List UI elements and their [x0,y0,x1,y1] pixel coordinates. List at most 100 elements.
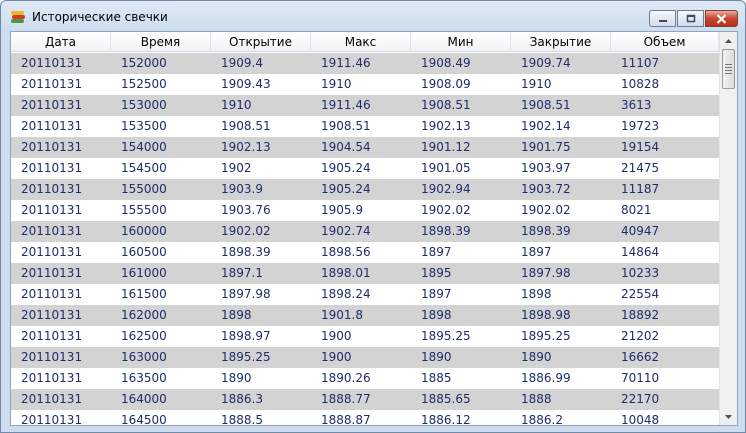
cell-low: 1897 [421,287,452,301]
cell-volume: 16662 [621,350,660,364]
table-row[interactable]: 20110131 163000 1895.25 1900 1890 1890 16662 [11,347,719,368]
cell-volume: 21202 [621,329,660,343]
table-row[interactable]: 20110131 162000 1898 1901.8 1898 1898.98 18892 [11,305,719,326]
cell-date: 20110131 [21,161,83,175]
cell-open: 1902.02 [221,224,271,238]
table-row[interactable]: 20110131 164000 1886.3 1888.77 1885.65 1888 22… [11,389,719,410]
scroll-down-button[interactable] [720,408,737,425]
cell-volume: 19154 [621,140,660,154]
cell-volume: 22170 [621,392,660,406]
scroll-up-button[interactable] [720,32,737,49]
cell-close: 1902.02 [521,203,571,217]
cell-open: 1898 [221,308,252,322]
cell-low: 1898 [421,308,452,322]
maximize-button[interactable] [677,10,704,27]
column-header-open[interactable]: Открытие [211,32,311,52]
cell-open: 1897.98 [221,287,271,301]
cell-low: 1901.05 [421,161,471,175]
table-row[interactable]: 20110131 152500 1909.43 1910 1908.09 1910 1082… [11,74,719,95]
cell-open: 1903.9 [221,182,263,196]
cell-time: 161000 [121,266,167,280]
cell-open: 1895.25 [221,350,271,364]
table-row[interactable]: 20110131 154000 1902.13 1904.54 1901.12 1901.… [11,137,719,158]
close-button[interactable] [705,10,738,27]
vertical-scrollbar[interactable] [719,32,737,425]
cell-close: 1901.75 [521,140,571,154]
cell-high: 1900 [321,329,352,343]
cell-low: 1902.94 [421,182,471,196]
cell-date: 20110131 [21,140,83,154]
column-header-close[interactable]: Закрытие [511,32,611,52]
cell-low: 1897 [421,245,452,259]
cell-open: 1902.13 [221,140,271,154]
cell-date: 20110131 [21,119,83,133]
cell-high: 1908.51 [321,119,371,133]
cell-close: 1908.51 [521,98,571,112]
minimize-button[interactable] [649,10,676,27]
cell-open: 1908.51 [221,119,271,133]
cell-date: 20110131 [21,98,83,112]
cell-close: 1898.98 [521,308,571,322]
table-row[interactable]: 20110131 153500 1908.51 1908.51 1902.13 1902.… [11,116,719,137]
arrow-up-icon [725,38,732,43]
cell-date: 20110131 [21,392,83,406]
title-bar[interactable]: Исторические свечки [1,1,745,31]
cell-time: 153500 [121,119,167,133]
cell-date: 20110131 [21,77,83,91]
cell-volume: 40947 [621,224,660,238]
table-row[interactable]: 20110131 152000 1909.4 1911.46 1908.49 1909.7… [11,53,719,74]
cell-volume: 14864 [621,245,660,259]
table-row[interactable]: 20110131 164500 1888.5 1888.87 1886.12 1886.2… [11,410,719,426]
table-row[interactable]: 20110131 162500 1898.97 1900 1895.25 1895.25 2… [11,326,719,347]
cell-time: 152000 [121,56,167,70]
table-row[interactable]: 20110131 154500 1902 1905.24 1901.05 1903.97 2… [11,158,719,179]
cell-volume: 10828 [621,77,660,91]
cell-time: 163500 [121,371,167,385]
cell-close: 1898 [521,287,552,301]
cell-date: 20110131 [21,308,83,322]
column-header-high[interactable]: Макс [311,32,411,52]
scroll-thumb[interactable] [722,49,735,89]
table-row[interactable]: 20110131 160500 1898.39 1898.56 1897 1897 1486… [11,242,719,263]
cell-close: 1910 [521,77,552,91]
cell-time: 163000 [121,350,167,364]
cell-high: 1898.01 [321,266,371,280]
cell-date: 20110131 [21,287,83,301]
column-header-volume[interactable]: Объем [611,32,719,52]
maximize-icon [686,14,695,23]
cell-date: 20110131 [21,224,83,238]
cell-high: 1898.56 [321,245,371,259]
cell-date: 20110131 [21,413,83,426]
cell-low: 1895 [421,266,452,280]
column-header-time[interactable]: Время [111,32,211,52]
minimize-icon [658,19,667,22]
cell-close: 1888 [521,392,552,406]
column-header-low[interactable]: Мин [411,32,511,52]
cell-close: 1897.98 [521,266,571,280]
cell-time: 160000 [121,224,167,238]
table-row[interactable]: 20110131 163500 1890 1890.26 1885 1886.99 7011… [11,368,719,389]
table-row[interactable]: 20110131 155000 1903.9 1905.24 1902.94 1903.7… [11,179,719,200]
cell-volume: 10048 [621,413,660,426]
cell-date: 20110131 [21,266,83,280]
cell-high: 1900 [321,350,352,364]
cell-time: 162000 [121,308,167,322]
table-row[interactable]: 20110131 161500 1897.98 1898.24 1897 1898 2255… [11,284,719,305]
table-row[interactable]: 20110131 153000 1910 1911.46 1908.51 1908.51 3… [11,95,719,116]
cell-volume: 10233 [621,266,660,280]
table-row[interactable]: 20110131 155500 1903.76 1905.9 1902.02 1902.0… [11,200,719,221]
cell-close: 1903.97 [521,161,571,175]
cell-time: 161500 [121,287,167,301]
cell-low: 1908.51 [421,98,471,112]
table-row[interactable]: 20110131 161000 1897.1 1898.01 1895 1897.98 10… [11,263,719,284]
cell-open: 1890 [221,371,252,385]
cell-close: 1895.25 [521,329,571,343]
window-title: Исторические свечки [32,10,168,24]
cell-close: 1903.72 [521,182,571,196]
cell-time: 154000 [121,140,167,154]
column-header-date[interactable]: Дата [11,32,111,52]
cell-low: 1902.02 [421,203,471,217]
cell-low: 1898.39 [421,224,471,238]
table-row[interactable]: 20110131 160000 1902.02 1902.74 1898.39 1898.… [11,221,719,242]
